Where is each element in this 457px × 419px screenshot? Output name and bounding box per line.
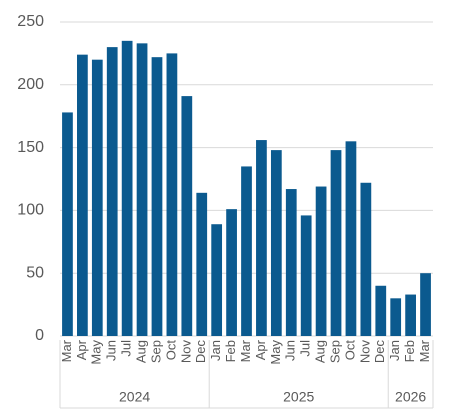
bar [405,294,416,336]
bar [196,192,208,336]
x-tick-label: Feb [402,340,417,362]
bar [330,150,342,336]
group-label: 2025 [283,389,314,405]
x-tick-label: Jan [208,340,223,361]
bar [420,273,431,336]
bar [166,53,178,337]
bar [360,182,372,336]
bar [91,59,103,337]
x-tick-label: Jul [119,340,134,357]
bar [285,189,297,336]
y-tick-label: 100 [17,202,44,219]
x-tick-label: Mar [238,339,253,362]
x-tick-label: Apr [253,339,268,360]
group-label: 2026 [395,389,426,405]
bar [300,215,312,336]
x-tick-label: Oct [163,340,178,361]
y-tick-label: 150 [17,139,44,156]
x-tick-label: Jul [298,340,313,357]
bar [315,186,327,336]
bar [241,166,252,336]
x-tick-label: Aug [313,340,328,363]
x-tick-label: Jun [104,340,119,361]
group-label: 2024 [119,389,150,405]
x-tick-label: Jan [387,340,402,361]
bar [345,141,357,336]
x-tick-label: Nov [178,340,193,364]
x-tick-label: May [268,340,283,365]
x-tick-label: May [89,340,104,365]
bar [226,209,237,336]
x-tick-label: Feb [223,340,238,362]
x-tick-label: Sep [148,340,163,363]
x-tick-label: Sep [327,340,342,363]
y-tick-label: 250 [17,13,44,30]
bar [181,96,193,336]
y-tick-label: 50 [26,264,44,281]
x-tick-label: Aug [133,340,148,363]
bar [390,298,402,336]
x-tick-label: Dec [193,340,208,364]
bar [375,285,387,336]
bar [136,43,148,337]
bar [151,57,163,336]
y-tick-label: 200 [17,76,44,93]
x-tick-label: Jun [283,340,298,361]
x-tick-label: Oct [342,340,357,361]
y-tick-label: 0 [35,327,44,344]
bar [121,40,133,337]
x-tick-label: Mar [417,339,432,362]
bar [256,140,267,336]
x-tick-label: Mar [59,339,74,362]
bar [270,150,282,336]
bar [77,54,88,336]
x-tick-label: Apr [74,339,89,360]
x-tick-label: Nov [357,340,372,364]
x-tick-label: Dec [372,340,387,364]
bar [106,47,118,337]
bar [211,224,223,336]
bar [62,112,73,336]
